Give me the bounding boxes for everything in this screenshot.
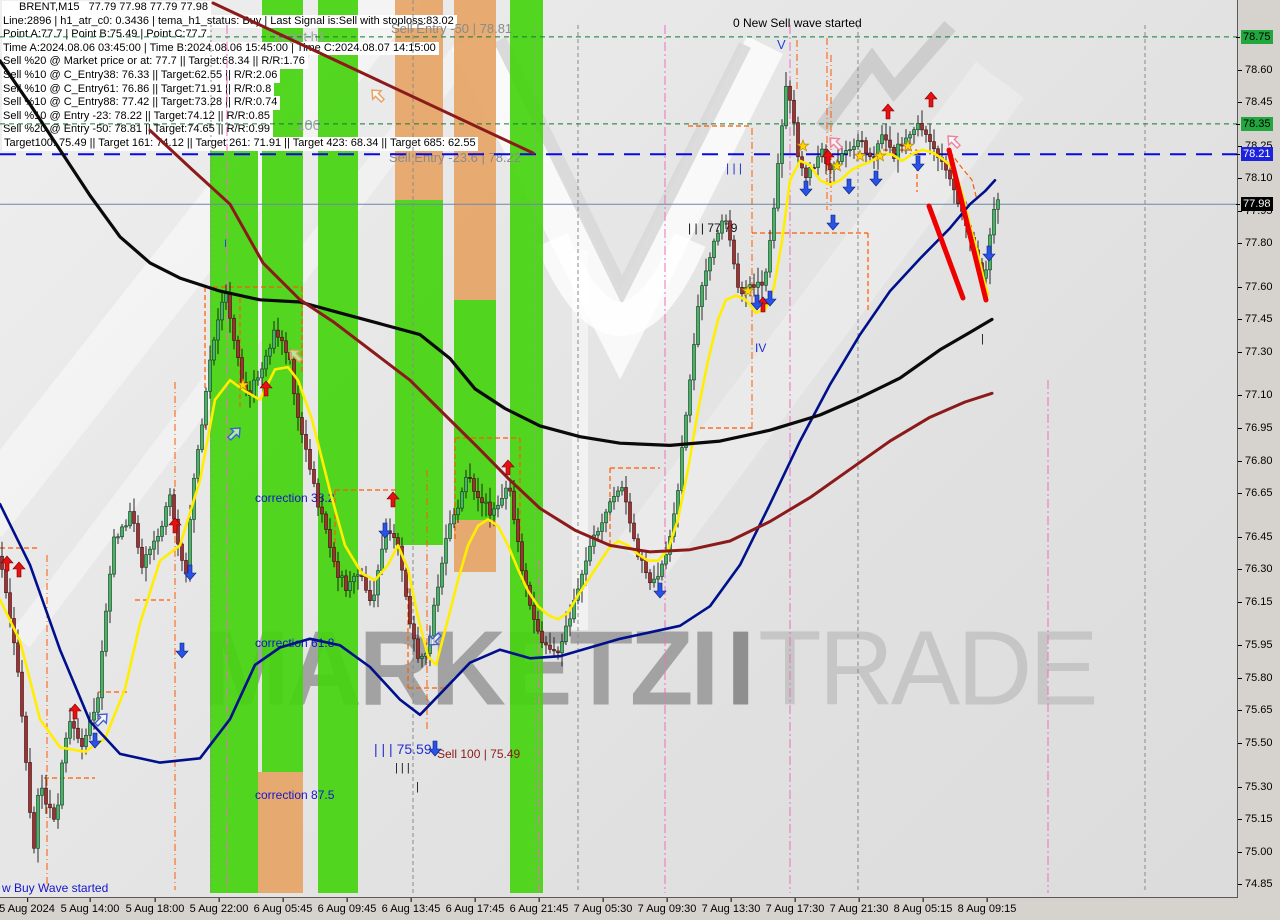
time-tick: 6 Aug 17:45 bbox=[445, 898, 505, 915]
price-tick-78.10: 78.10 bbox=[1238, 172, 1273, 185]
time-tick: 7 Aug 13:30 bbox=[701, 898, 761, 915]
wave-7559-label: | | | 75.59 bbox=[374, 741, 432, 757]
price-badge-78.35: 78.35 bbox=[1236, 116, 1273, 131]
price-tick-75.30: 75.30 bbox=[1238, 780, 1273, 793]
sell-100-label: Sell 100 | 75.49 bbox=[437, 747, 521, 761]
price-tick-75.95: 75.95 bbox=[1238, 639, 1273, 652]
chart-plot-area[interactable]: MARKETZIITRADE BRENT,M15 77.79 77.98 77.… bbox=[0, 0, 1238, 898]
label-100: 100 bbox=[296, 117, 322, 134]
tick-marks-black: | | | bbox=[395, 762, 410, 774]
time-tick: 6 Aug 09:45 bbox=[317, 898, 377, 915]
comment-line-0: BRENT,M15 77.79 77.98 77.79 77.98 bbox=[2, 1, 211, 15]
price-badge-78.75: 78.75 bbox=[1236, 29, 1273, 44]
time-tick: 5 Aug 2024 bbox=[0, 898, 55, 915]
price-tick-77.45: 77.45 bbox=[1238, 313, 1273, 326]
price-tick-76.65: 76.65 bbox=[1238, 487, 1273, 500]
buy-wave-label: w Buy Wave started bbox=[2, 881, 109, 895]
price-tick-75.80: 75.80 bbox=[1238, 671, 1273, 684]
price-tick-77.10: 77.10 bbox=[1238, 389, 1273, 402]
time-tick: 7 Aug 17:30 bbox=[765, 898, 825, 915]
band-orange-3 bbox=[258, 772, 303, 893]
price-tick-76.15: 76.15 bbox=[1238, 595, 1273, 608]
price-badge-78.21: 78.21 bbox=[1236, 147, 1273, 162]
price-tick-78.60: 78.60 bbox=[1238, 63, 1273, 76]
price-tick-76.95: 76.95 bbox=[1238, 422, 1273, 435]
price-tick-77.95: 77.95 bbox=[1238, 204, 1273, 217]
price-tick-75.15: 75.15 bbox=[1238, 813, 1273, 826]
time-tick: 7 Aug 05:30 bbox=[573, 898, 633, 915]
wave-iv-label: IV bbox=[755, 341, 767, 355]
price-tick-77.60: 77.60 bbox=[1238, 280, 1273, 293]
price-tick-77.30: 77.30 bbox=[1238, 345, 1273, 358]
price-tick-76.45: 76.45 bbox=[1238, 530, 1273, 543]
price-axis[interactable]: 78.75 78.60 78.45 78.35 78.25 78.21 78.10 77.98… bbox=[1236, 0, 1280, 897]
price-badge-77.98: 77.98 bbox=[1236, 197, 1273, 212]
sell-entry-50-label: Sell Entry -50 | 78.81 bbox=[391, 21, 513, 36]
price-tick-75.00: 75.00 bbox=[1238, 845, 1273, 858]
price-tick-77.80: 77.80 bbox=[1238, 237, 1273, 250]
price-tick-75.65: 75.65 bbox=[1238, 704, 1273, 717]
target-line-label: Target100: 75.49 || Target 161: 74.12 ||… bbox=[2, 137, 478, 151]
correction-382-label: correction 38.2 bbox=[255, 491, 335, 505]
wave-ticks-blue: | | | bbox=[726, 161, 743, 175]
tick-mark-right: | bbox=[981, 333, 984, 345]
time-tick: 6 Aug 05:45 bbox=[253, 898, 313, 915]
price-tick-74.85: 74.85 bbox=[1238, 878, 1273, 891]
chart-text-overlays: Target100: 75.49 || Target 161: 74.12 ||… bbox=[2, 16, 984, 895]
wave-7779-label: | | | 77.79 bbox=[688, 221, 738, 235]
time-tick: 8 Aug 09:15 bbox=[957, 898, 1017, 915]
sell-entry-236-label: Sell Entry -23.6 | 78.22 bbox=[389, 150, 522, 165]
time-tick: 7 Aug 09:30 bbox=[637, 898, 697, 915]
time-tick: 6 Aug 21:45 bbox=[509, 898, 569, 915]
time-tick: 5 Aug 14:00 bbox=[60, 898, 120, 915]
tick-mark-black: | bbox=[416, 781, 419, 793]
price-tick-78.45: 78.45 bbox=[1238, 96, 1273, 109]
time-tick: 6 Aug 13:45 bbox=[381, 898, 441, 915]
price-tick-75.50: 75.50 bbox=[1238, 737, 1273, 750]
time-tick: 8 Aug 05:15 bbox=[893, 898, 953, 915]
time-axis[interactable]: 5 Aug 2024 5 Aug 14:00 5 Aug 18:00 5 Aug 22… bbox=[0, 898, 1280, 920]
price-tick-76.30: 76.30 bbox=[1238, 563, 1273, 576]
time-tick: 5 Aug 18:00 bbox=[125, 898, 185, 915]
target-h1-label: Target h1 bbox=[271, 29, 326, 44]
time-tick: 5 Aug 22:00 bbox=[189, 898, 249, 915]
time-tick: 7 Aug 21:30 bbox=[829, 898, 889, 915]
correction-875-label: correction 87.5 bbox=[255, 788, 335, 802]
price-tick-76.80: 76.80 bbox=[1238, 454, 1273, 467]
new-sell-wave-label: 0 New Sell wave started bbox=[733, 16, 862, 30]
wave-v-label: V bbox=[777, 37, 786, 52]
wave-i-label: I bbox=[224, 238, 228, 250]
correction-618-label: correction 61.8 bbox=[255, 636, 335, 650]
